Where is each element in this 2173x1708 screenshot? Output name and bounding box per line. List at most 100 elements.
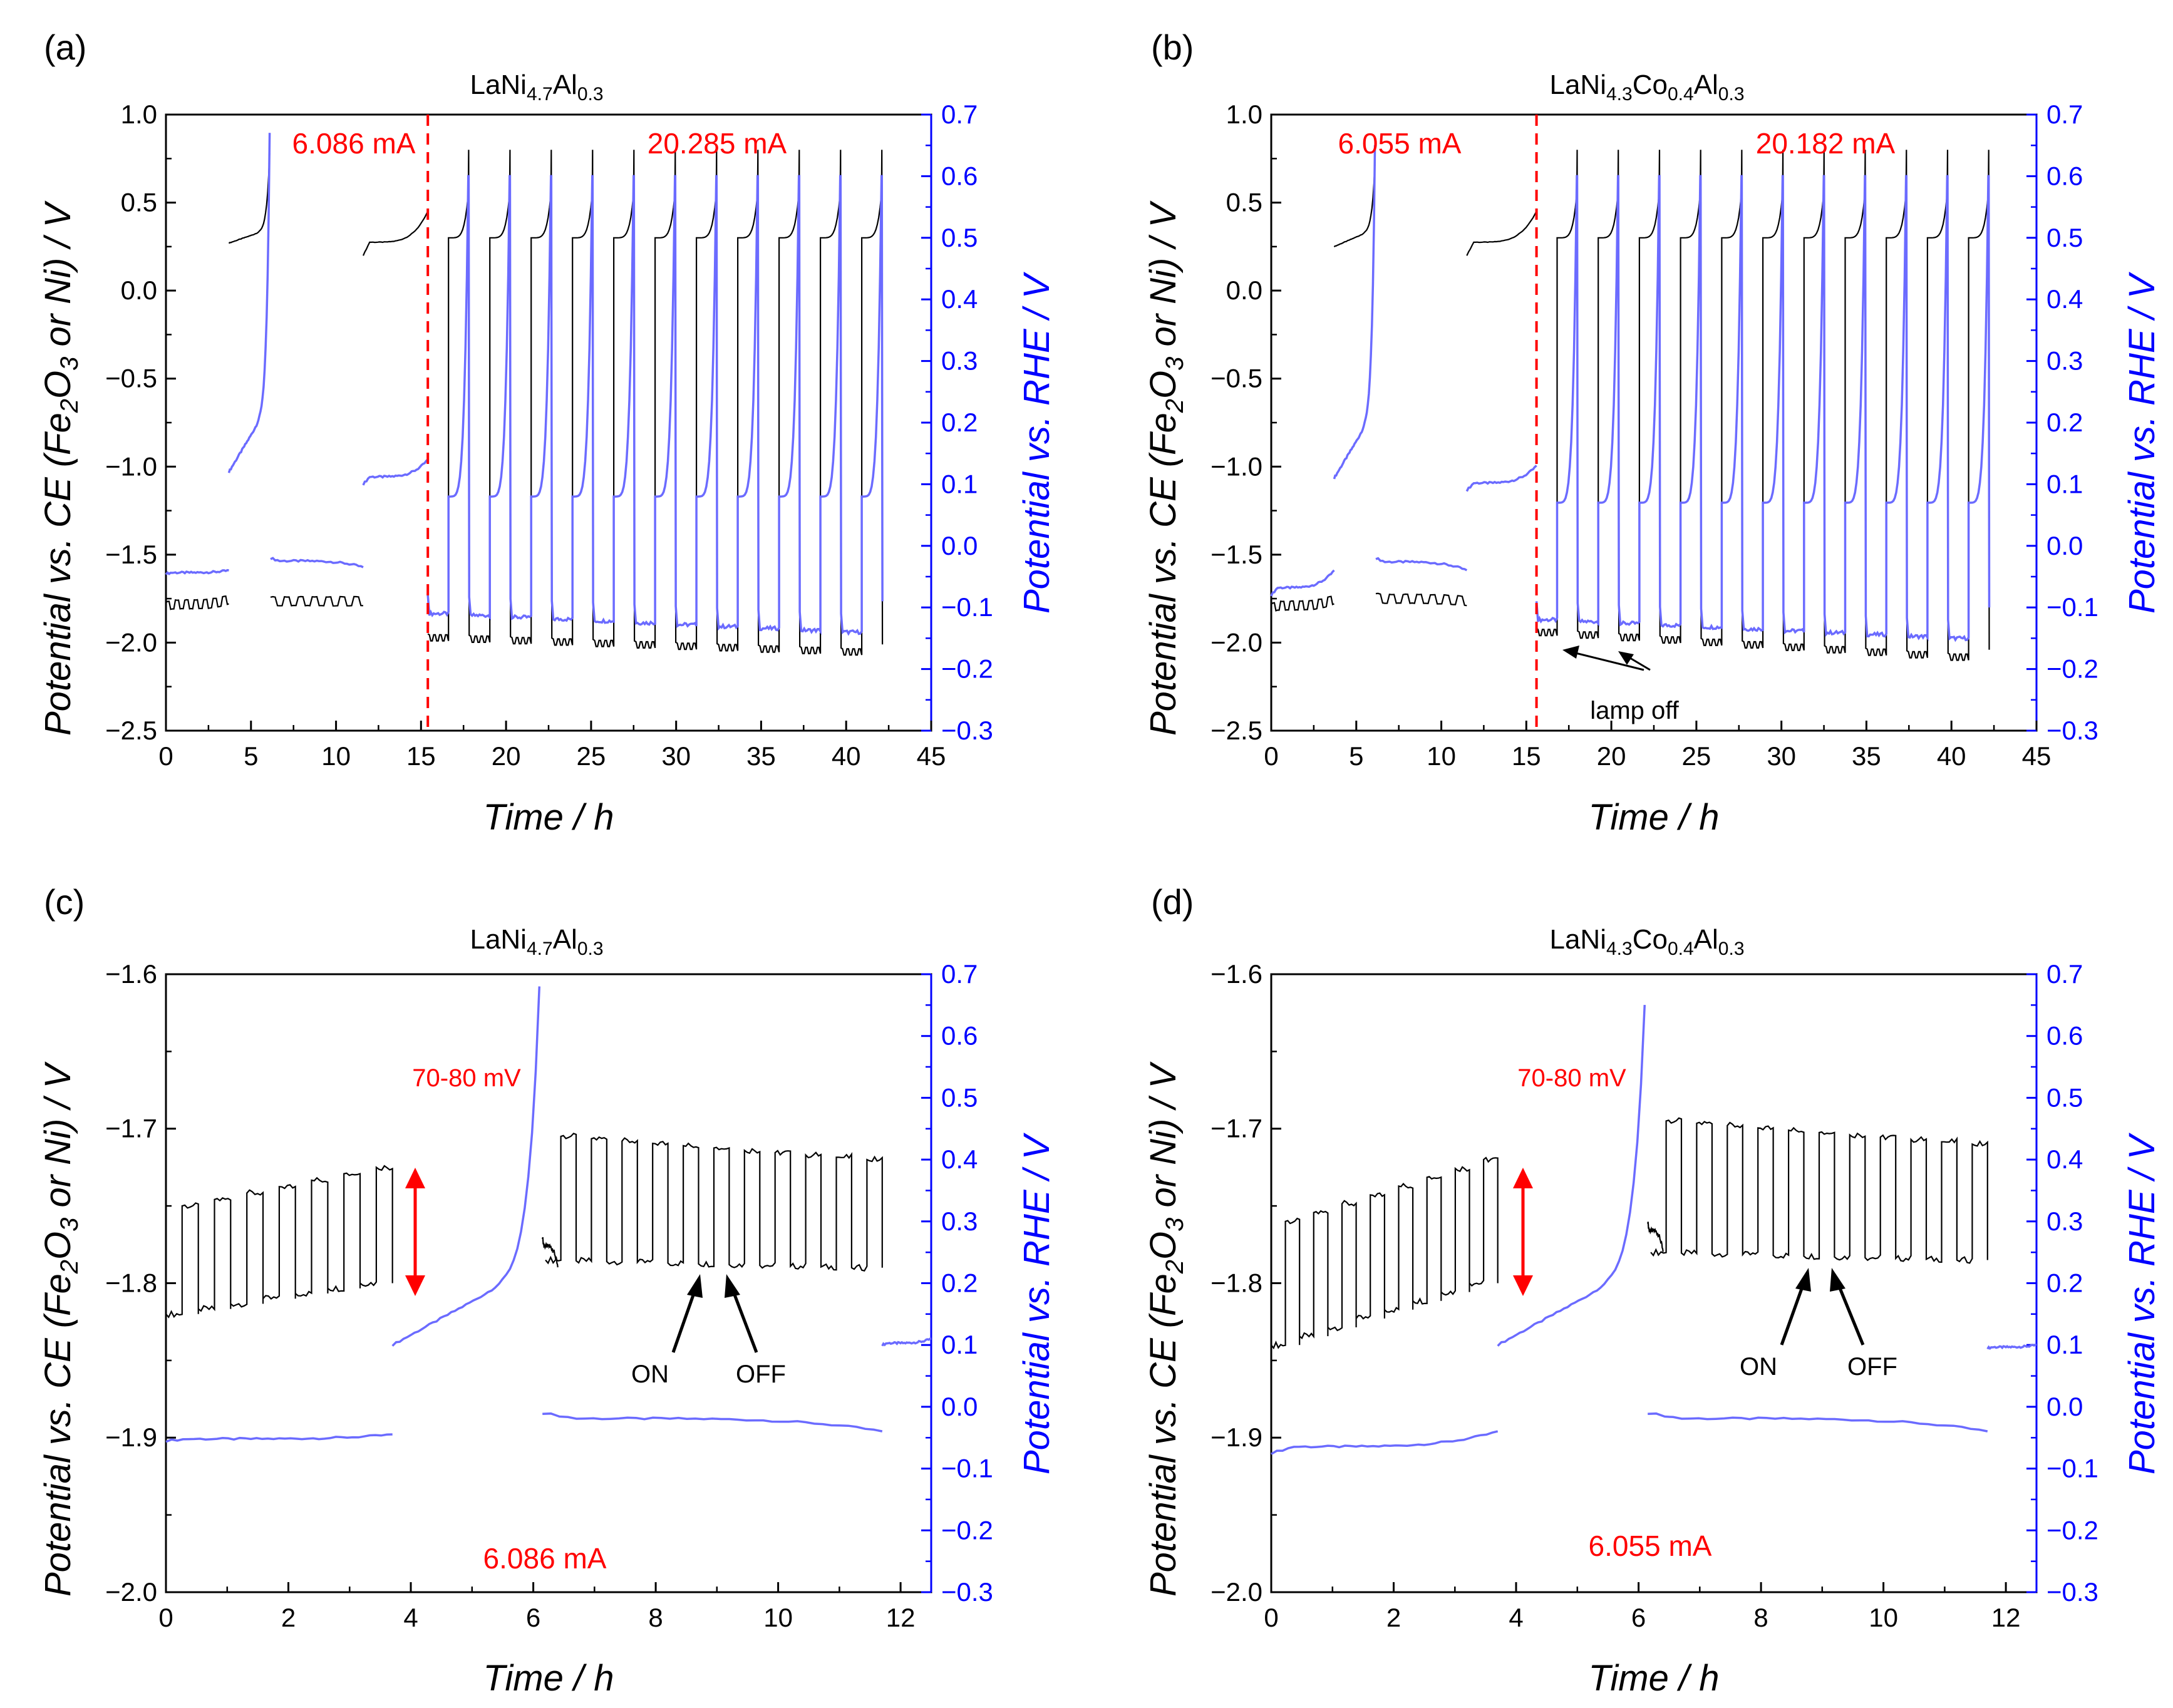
y-axis-label: Potential vs. CE (Fe2O3 or Ni) / V [38,1061,83,1597]
y-tick-label: −2.5 [105,716,157,745]
chart-title: LaNi4.3Co0.4Al0.3 [1549,69,1744,105]
series-vs-rhe-line [165,986,932,1443]
y-tick-label: −1.5 [1210,540,1262,569]
y-right-tick-label: 0.4 [941,284,978,314]
y-right-tick-label: 0.6 [941,1021,978,1051]
lamp-off-arrow-1 [1572,651,1644,671]
y-right-tick-label: 0.5 [2047,1083,2083,1112]
y-axis-right: −0.3 −0.2 −0.1 0.0 0.1 0.2 0.3 0.4 0.5 0.6 0.7 [921,100,993,745]
current-high-label: 20.285 mA [648,127,787,160]
y-tick-label: −1.8 [1210,1268,1262,1298]
y-right-tick-label: −0.2 [2047,654,2098,684]
current-low-label: 6.055 mA [1338,127,1462,160]
y-right-tick-label: −0.3 [2047,716,2098,745]
y-right-tick-label: −0.2 [941,1515,993,1545]
y-right-tick-label: −0.2 [941,654,993,684]
x-tick-label: 5 [244,741,258,771]
x-axis: 0 5 10 15 20 25 30 35 40 45 [1264,721,2051,771]
y-right-tick-label: −0.3 [941,716,993,745]
y-tick-label: −1.9 [1210,1422,1262,1452]
plot-frame [165,973,932,1593]
y-tick-label: −1.6 [105,959,157,989]
y-axis-right: −0.3 −0.2 −0.1 0.0 0.1 0.2 0.3 0.4 0.5 0.6 0.7 [2026,959,2098,1607]
x-axis-label: Time / h [1589,797,1720,838]
current-label: 6.086 mA [483,1542,607,1575]
y-right-tick-label: 0.7 [941,100,978,129]
y-axis-label: Potential vs. CE (Fe2O3 or Ni) / V [1143,200,1189,736]
x-tick-label: 12 [1991,1603,2021,1632]
y-right-tick-label: 0.6 [2047,1021,2083,1051]
y-right-tick-label: 0.1 [941,1330,978,1359]
x-tick-label: 45 [917,741,946,771]
y-right-tick-label: 0.7 [2047,959,2083,989]
x-tick-label: 0 [158,1603,173,1632]
x-tick-label: 10 [321,741,351,771]
y-right-tick-label: 0.5 [941,1083,978,1112]
y-tick-label: −1.9 [105,1422,157,1452]
y-right-tick-label: 0.3 [941,346,978,376]
y-right-tick-label: 0.1 [2047,1330,2083,1359]
x-tick-label: 40 [1937,741,1966,771]
lamp-off-arrowhead-2 [1618,651,1634,665]
delta-label: 70-80 mV [1517,1064,1626,1092]
y-axis-right-label: Potential vs. RHE / V [2122,1132,2162,1474]
on-label: ON [631,1361,669,1388]
off-label: OFF [736,1361,786,1388]
y-axis-left: −2.5 −2.0 −1.5 −1.0 −0.5 0.0 0.5 1.0 [105,100,176,745]
x-tick-label: 4 [403,1603,418,1632]
off-arrowhead [725,1274,740,1298]
x-axis: 0 5 10 15 20 25 30 35 40 45 [158,721,946,771]
panel-c: (c) LaNi4.7Al0.3 0 2 4 6 8 10 12 −2.0−1.9−1.8−… [38,882,1057,1699]
series-vs-rhe-line [165,133,884,636]
x-axis-label: Time / h [483,797,614,838]
panel-letter: (d) [1151,882,1194,922]
panel-letter: (a) [44,28,86,67]
y-tick-label: 0.0 [121,275,157,305]
y-axis-right-label: Potential vs. RHE / V [2122,271,2162,614]
y-right-tick-label: 0.5 [2047,223,2083,252]
y-tick-label: −0.5 [1210,364,1262,393]
x-tick-label: 8 [648,1603,663,1632]
y-right-tick-label: 0.2 [2047,1268,2083,1298]
y-tick-label: 0.0 [1226,275,1262,305]
x-tick-label: 10 [763,1603,793,1632]
y-axis-right-label: Potential vs. RHE / V [1016,271,1057,614]
series-vs-ce-line [165,150,884,656]
plot-frame [1270,973,2038,1593]
y-tick-label: −1.0 [105,451,157,481]
y-right-tick-label: −0.1 [941,1454,993,1483]
x-tick-label: 25 [577,741,606,771]
y-tick-label: 0.5 [1226,188,1262,217]
on-arrowhead [687,1274,703,1298]
y-tick-label: 0.5 [121,188,157,217]
delta-arrowhead-down [405,1275,425,1296]
y-tick-label: −2.0 [1210,627,1262,657]
y-tick-label: 1.0 [1226,100,1262,129]
off-arrow [731,1289,758,1353]
x-tick-label: 8 [1753,1603,1768,1632]
y-right-tick-label: −0.3 [941,1577,993,1607]
y-right-tick-label: 0.6 [941,161,978,190]
x-tick-label: 0 [1264,1603,1278,1632]
x-tick-label: 6 [526,1603,540,1632]
plot-frame [165,113,932,732]
x-tick-label: 15 [1512,741,1541,771]
y-tick-label: −1.7 [105,1114,157,1143]
on-arrowhead [1795,1268,1811,1292]
x-tick-label: 35 [1852,741,1881,771]
y-tick-label: −1.0 [1210,451,1262,481]
y-right-tick-label: 0.4 [2047,284,2083,314]
x-tick-label: 2 [281,1603,296,1632]
current-label: 6.055 mA [1589,1530,1712,1562]
y-right-tick-label: −0.2 [2047,1515,2098,1545]
x-tick-label: 12 [886,1603,916,1632]
y-right-tick-label: 0.7 [2047,100,2083,129]
y-tick-label: −1.7 [1210,1114,1262,1143]
y-right-tick-label: 0.7 [941,959,978,989]
y-axis-right-label: Potential vs. RHE / V [1016,1132,1057,1474]
y-right-tick-label: 0.1 [941,469,978,498]
y-right-tick-label: 0.0 [2047,531,2083,560]
x-axis-label: Time / h [483,1658,614,1699]
x-tick-label: 15 [406,741,436,771]
